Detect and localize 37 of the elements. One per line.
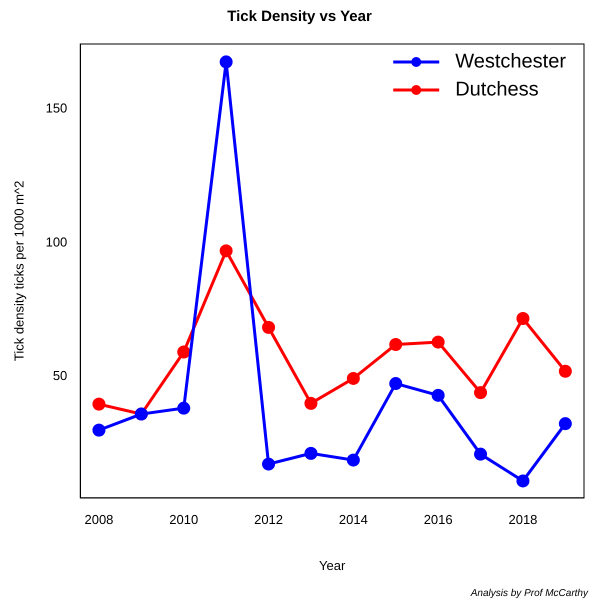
point	[262, 320, 276, 334]
point	[346, 372, 360, 385]
point	[558, 417, 572, 430]
point	[516, 312, 530, 326]
x-tick-label: 2008	[84, 512, 114, 528]
point	[474, 386, 488, 400]
text: Analysis by Prof McCarthy	[470, 588, 589, 599]
point	[177, 402, 190, 415]
point	[220, 55, 233, 68]
point	[558, 364, 572, 378]
x-tick-label: 2016	[424, 512, 453, 528]
point	[262, 458, 276, 471]
x-axis-title: Year	[319, 558, 346, 573]
chart-title: Tick Density vs Year	[227, 8, 372, 26]
point	[432, 336, 445, 349]
point	[516, 474, 530, 488]
x-tick-label: 2014	[338, 512, 368, 528]
x-tick-label: 2010	[169, 512, 198, 528]
legend-label: Dutchess	[455, 78, 539, 101]
legend-label: Westchester	[455, 50, 566, 73]
point	[389, 338, 402, 351]
point	[432, 388, 445, 402]
x-tick-label: 2012	[254, 512, 284, 528]
y-tick-label: 50	[52, 368, 68, 384]
x-tick-label: 2018	[508, 512, 538, 528]
point	[474, 448, 488, 461]
point	[220, 244, 233, 258]
point	[304, 396, 318, 410]
y-tick-label: 100	[46, 234, 68, 250]
y-axis-title: Tick density ticks per 1000 m^2	[11, 180, 26, 362]
point	[304, 446, 318, 460]
y-tick-label: 150	[46, 100, 68, 116]
point	[92, 424, 106, 437]
point	[346, 454, 360, 467]
point	[389, 377, 402, 390]
point	[177, 345, 190, 358]
point	[92, 398, 106, 411]
